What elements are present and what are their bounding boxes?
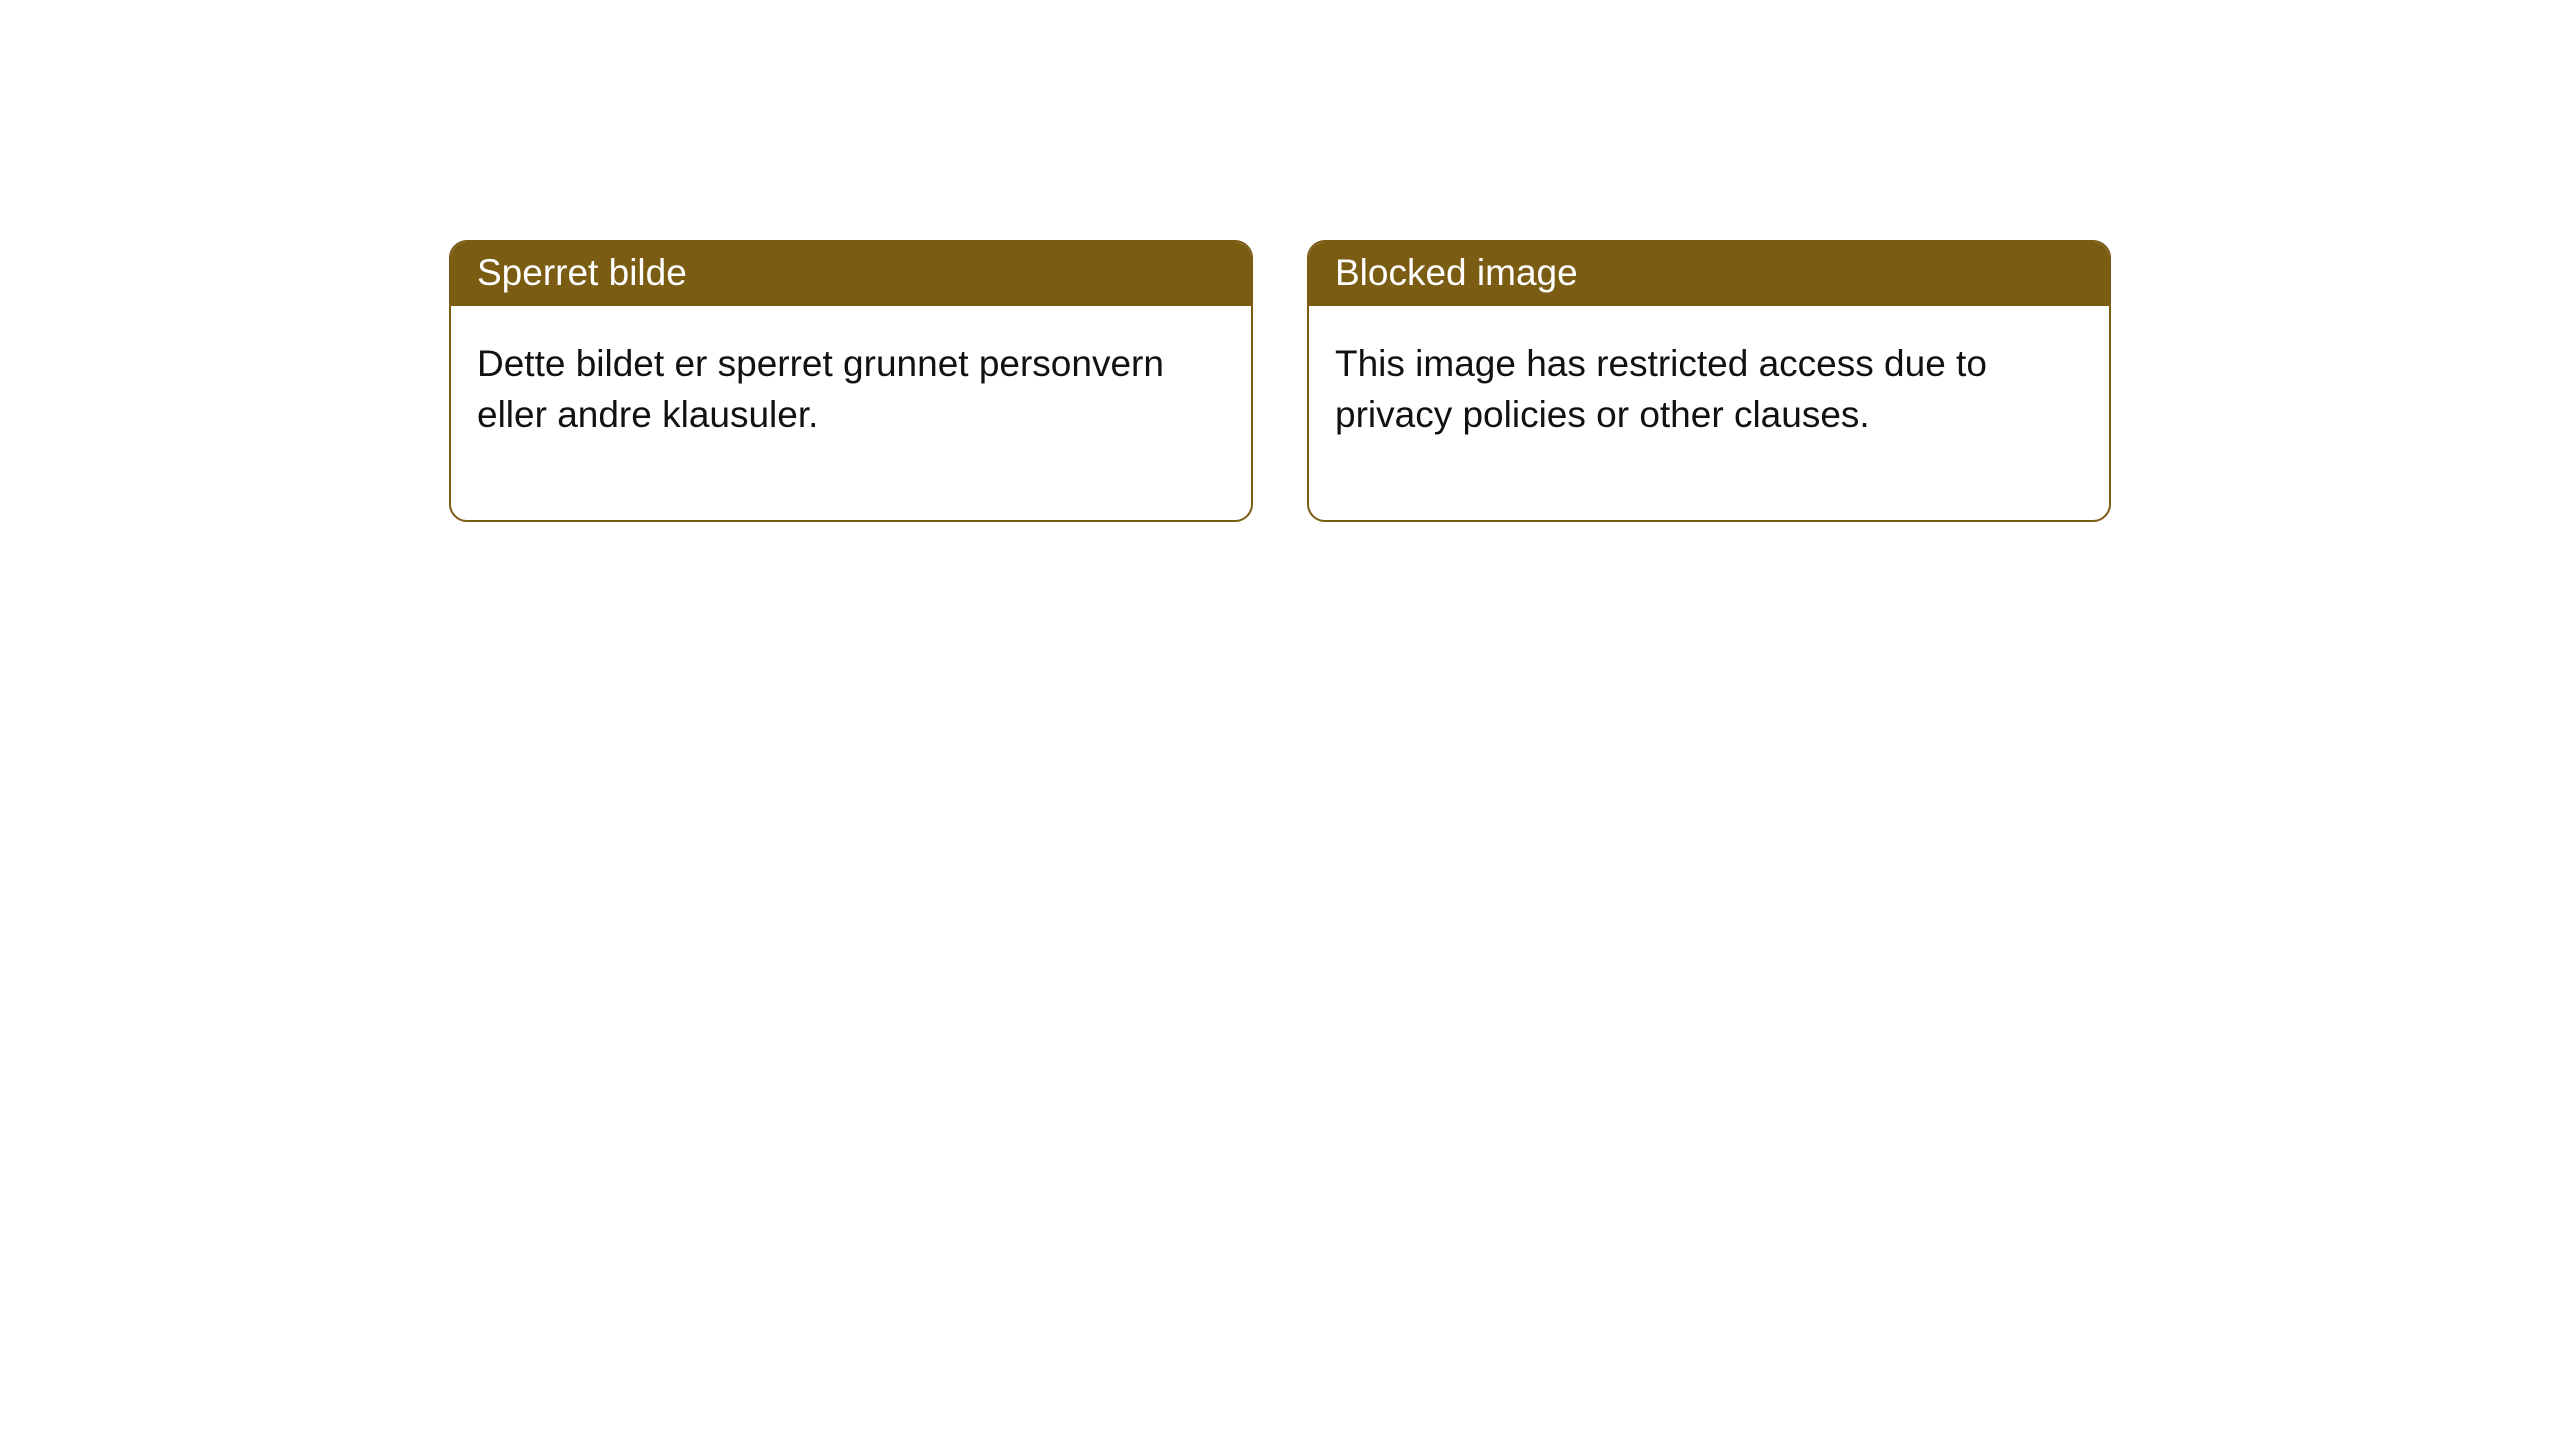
card-message-no: Dette bildet er sperret grunnet personve… bbox=[477, 343, 1164, 435]
card-body-no: Dette bildet er sperret grunnet personve… bbox=[451, 306, 1251, 520]
blocked-image-card-no: Sperret bilde Dette bildet er sperret gr… bbox=[449, 240, 1253, 522]
card-body-en: This image has restricted access due to … bbox=[1309, 306, 2109, 520]
card-title-no: Sperret bilde bbox=[477, 252, 687, 293]
blocked-image-card-en: Blocked image This image has restricted … bbox=[1307, 240, 2111, 522]
card-header-no: Sperret bilde bbox=[451, 242, 1251, 306]
card-message-en: This image has restricted access due to … bbox=[1335, 343, 1987, 435]
card-header-en: Blocked image bbox=[1309, 242, 2109, 306]
cards-container: Sperret bilde Dette bildet er sperret gr… bbox=[449, 240, 2111, 522]
card-title-en: Blocked image bbox=[1335, 252, 1578, 293]
